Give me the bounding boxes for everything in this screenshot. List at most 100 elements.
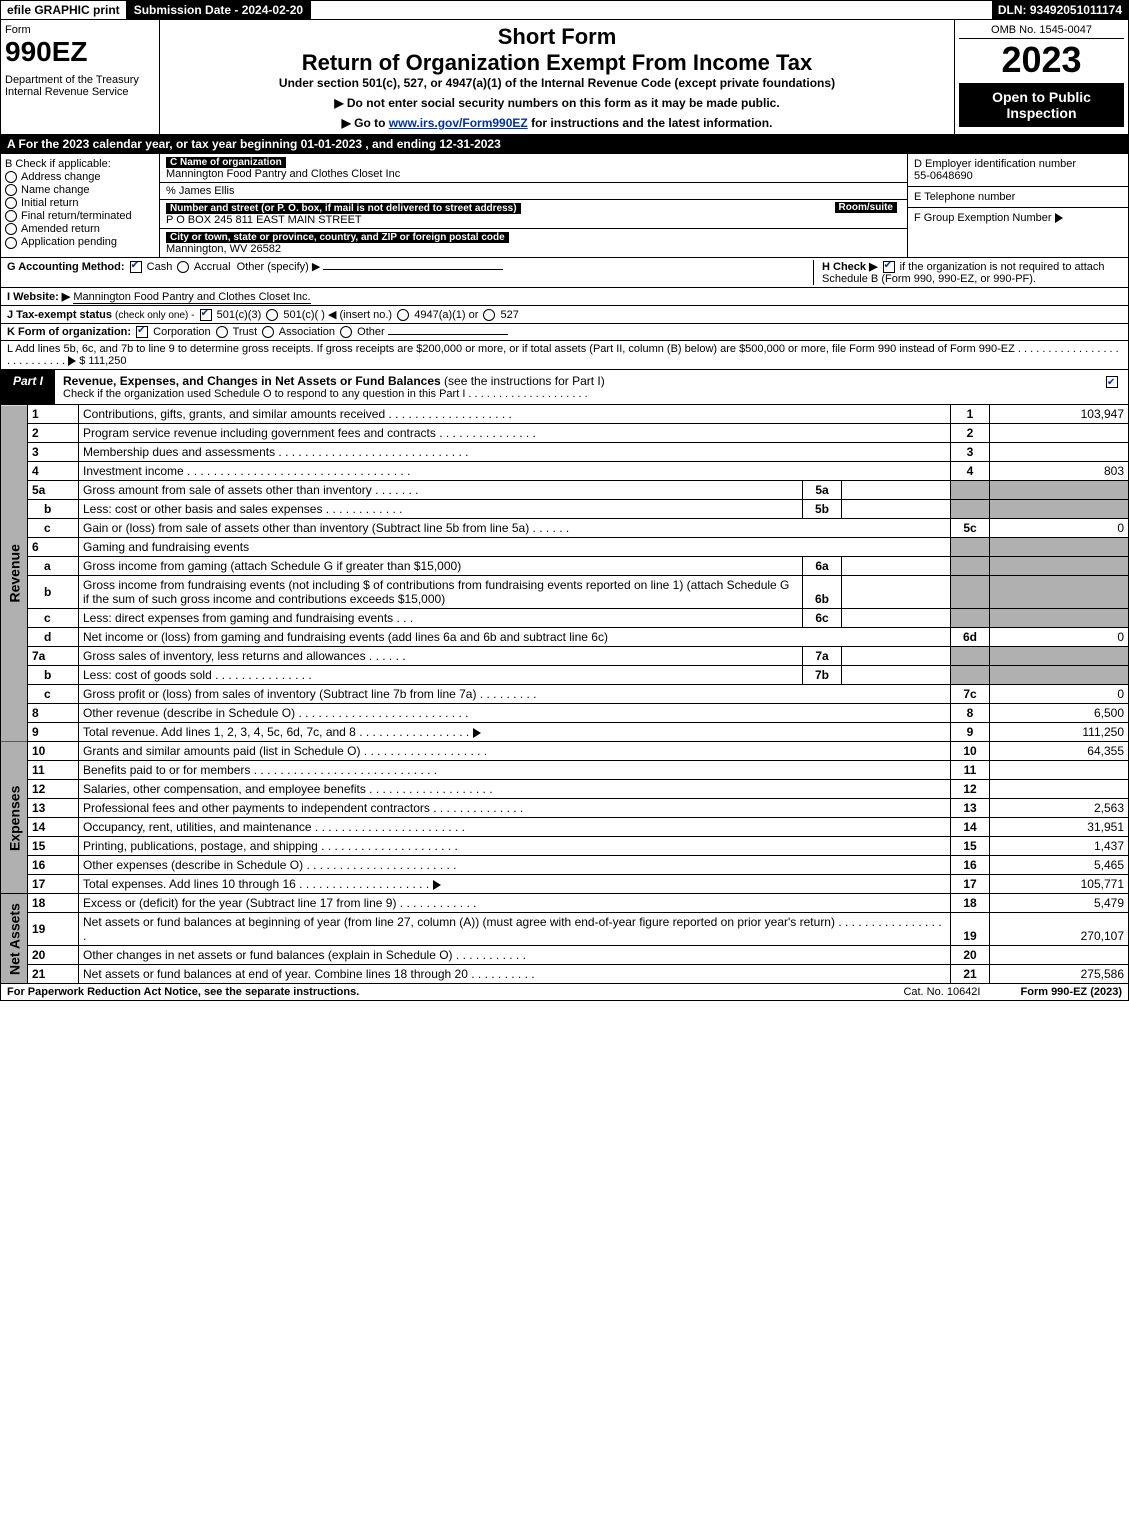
g-label: G Accounting Method: — [7, 261, 125, 273]
j-label: J Tax-exempt status — [7, 309, 112, 321]
line-7c-num: c — [28, 685, 79, 704]
form-reference: Form 990-EZ (2023) — [1021, 986, 1123, 998]
chk-501c3[interactable] — [200, 309, 212, 321]
arrow-icon — [1055, 213, 1063, 223]
line-20-desc: Other changes in net assets or fund bala… — [79, 946, 951, 965]
dln-number: DLN: 93492051011174 — [992, 1, 1128, 19]
arrow-icon — [433, 880, 441, 890]
line-5b-col — [951, 500, 990, 519]
instr2-pre: ▶ Go to — [342, 116, 389, 130]
line-20-num: 20 — [28, 946, 79, 965]
line-6-num: 6 — [28, 538, 79, 557]
line-11-num: 11 — [28, 761, 79, 780]
chk-name-change[interactable]: Name change — [5, 184, 155, 196]
city-state-zip: Mannington, WV 26582 — [166, 243, 281, 255]
street-label: Number and street (or P. O. box, if mail… — [166, 203, 521, 214]
chk-trust[interactable] — [216, 326, 228, 338]
line-5b-sub: 5b — [803, 500, 842, 519]
line-14-val: 31,951 — [990, 818, 1129, 837]
chk-cash[interactable] — [130, 261, 142, 273]
line-6b-num: b — [28, 576, 79, 609]
chk-association[interactable] — [262, 326, 274, 338]
chk-501c[interactable] — [266, 309, 278, 321]
other-org-input[interactable] — [388, 334, 508, 335]
line-20-col: 20 — [951, 946, 990, 965]
line-21-col: 21 — [951, 965, 990, 984]
chk-amended-return[interactable]: Amended return — [5, 223, 155, 235]
line-6d-num: d — [28, 628, 79, 647]
expenses-side-label: Expenses — [1, 742, 28, 894]
other-specify-input[interactable] — [323, 269, 503, 270]
line-2-val — [990, 424, 1129, 443]
line-12-desc: Salaries, other compensation, and employ… — [79, 780, 951, 799]
opt-4947: 4947(a)(1) or — [414, 309, 478, 321]
city-label: City or town, state or province, country… — [166, 232, 509, 243]
line-6c-val — [990, 609, 1129, 628]
line-6-col — [951, 538, 990, 557]
line-7c-col: 7c — [951, 685, 990, 704]
h-label: H Check ▶ — [822, 261, 878, 273]
line-11-desc: Benefits paid to or for members . . . . … — [79, 761, 951, 780]
line-7a-col — [951, 647, 990, 666]
chk-accrual[interactable] — [177, 261, 189, 273]
line-8-val: 6,500 — [990, 704, 1129, 723]
line-21-desc: Net assets or fund balances at end of ye… — [79, 965, 951, 984]
instr-goto: ▶ Go to www.irs.gov/Form990EZ for instru… — [168, 116, 946, 130]
line-3-desc: Membership dues and assessments . . . . … — [79, 443, 951, 462]
line-5b-subval — [842, 500, 951, 519]
chk-address-change[interactable]: Address change — [5, 171, 155, 183]
line-16-val: 5,465 — [990, 856, 1129, 875]
i-label: I Website: ▶ — [7, 291, 70, 303]
row-k: K Form of organization: Corporation Trus… — [0, 324, 1129, 341]
care-of: % James Ellis — [160, 183, 907, 200]
line-1-col: 1 — [951, 405, 990, 424]
line-8-desc: Other revenue (describe in Schedule O) .… — [79, 704, 951, 723]
chk-other-org[interactable] — [340, 326, 352, 338]
chk-initial-return[interactable]: Initial return — [5, 197, 155, 209]
line-4-desc: Investment income . . . . . . . . . . . … — [79, 462, 951, 481]
efile-print-button[interactable]: efile GRAPHIC print — [1, 1, 128, 19]
j-note: (check only one) - — [115, 310, 194, 321]
chk-4947[interactable] — [397, 309, 409, 321]
line-17-desc: Total expenses. Add lines 10 through 16 … — [79, 875, 951, 894]
irs-link[interactable]: www.irs.gov/Form990EZ — [389, 116, 528, 130]
chk-527[interactable] — [483, 309, 495, 321]
line-15-val: 1,437 — [990, 837, 1129, 856]
line-21-num: 21 — [28, 965, 79, 984]
ein-value: 55-0648690 — [914, 170, 973, 182]
chk-application-pending[interactable]: Application pending — [5, 236, 155, 248]
line-6b-sub: 6b — [803, 576, 842, 609]
line-6c-num: c — [28, 609, 79, 628]
header-left: Form 990EZ Department of the Treasury In… — [1, 20, 160, 134]
line-7a-sub: 7a — [803, 647, 842, 666]
line-21-val: 275,586 — [990, 965, 1129, 984]
line-1-num: 1 — [28, 405, 79, 424]
line-10-val: 64,355 — [990, 742, 1129, 761]
open-to-public: Open to Public Inspection — [959, 83, 1124, 127]
opt-association: Association — [279, 326, 335, 338]
line-5b-num: b — [28, 500, 79, 519]
chk-schedule-b[interactable] — [883, 261, 895, 273]
part-1-header: Part I Revenue, Expenses, and Changes in… — [0, 370, 1129, 405]
section-c: C Name of organization Mannington Food P… — [160, 154, 907, 257]
line-7b-num: b — [28, 666, 79, 685]
line-6-desc: Gaming and fundraising events — [79, 538, 951, 557]
line-6c-subval — [842, 609, 951, 628]
chk-final-return[interactable]: Final return/terminated — [5, 210, 155, 222]
section-b: B Check if applicable: Address change Na… — [1, 154, 160, 257]
line-6b-desc: Gross income from fundraising events (no… — [79, 576, 803, 609]
line-5b-val — [990, 500, 1129, 519]
chk-corporation[interactable] — [136, 326, 148, 338]
line-5c-num: c — [28, 519, 79, 538]
chk-schedule-o[interactable] — [1106, 376, 1118, 388]
line-8-col: 8 — [951, 704, 990, 723]
top-bar: efile GRAPHIC print Submission Date - 20… — [0, 0, 1129, 20]
form-number: 990EZ — [5, 36, 155, 68]
line-15-num: 15 — [28, 837, 79, 856]
line-12-col: 12 — [951, 780, 990, 799]
row-l: L Add lines 5b, 6c, and 7b to line 9 to … — [0, 341, 1129, 370]
part-1-title: Revenue, Expenses, and Changes in Net As… — [55, 370, 1096, 404]
line-7c-desc: Gross profit or (loss) from sales of inv… — [79, 685, 951, 704]
line-18-col: 18 — [951, 894, 990, 913]
header-center: Short Form Return of Organization Exempt… — [160, 20, 954, 134]
